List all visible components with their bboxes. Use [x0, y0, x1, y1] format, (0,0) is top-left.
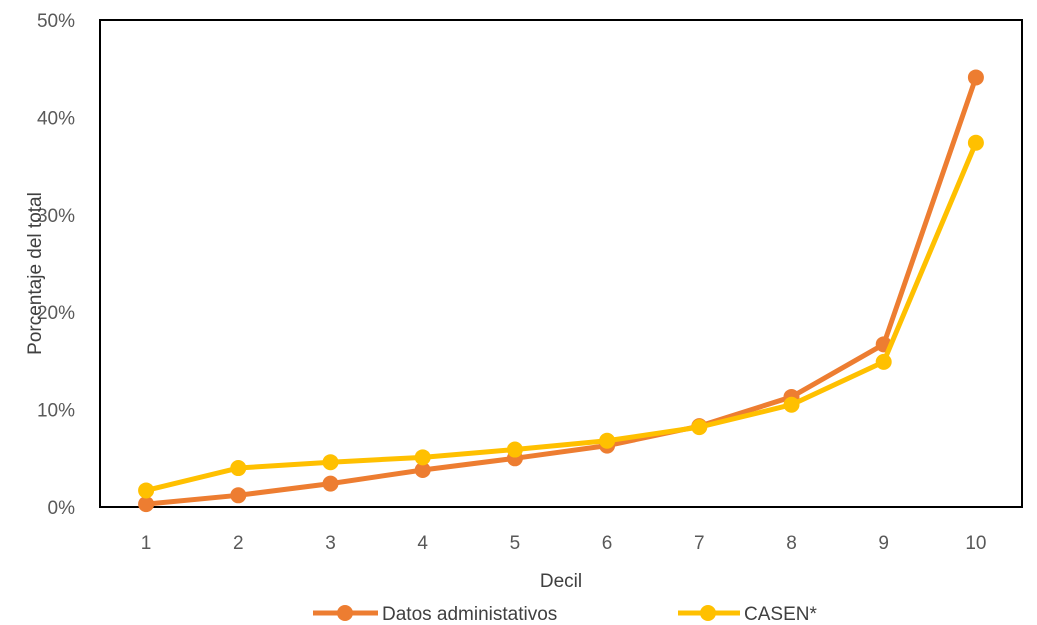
x-tick-label: 3	[325, 533, 336, 554]
data-point	[875, 353, 892, 370]
data-point	[599, 432, 616, 449]
x-axis-title: Decil	[540, 571, 582, 592]
data-point	[783, 396, 800, 413]
data-point	[967, 134, 984, 151]
data-point	[967, 69, 984, 86]
legend-item-casen: CASEN*	[678, 604, 817, 625]
data-point	[414, 449, 431, 466]
y-tick-label: 30%	[37, 206, 75, 227]
data-point	[138, 496, 155, 513]
series-line	[145, 76, 979, 507]
y-tick-label: 40%	[37, 108, 75, 129]
data-point	[138, 482, 155, 499]
series-2	[138, 134, 984, 499]
x-tick-label: 1	[141, 533, 152, 554]
data-point	[506, 441, 523, 458]
data-point	[322, 454, 339, 471]
data-point	[230, 460, 247, 477]
x-tick-label: 2	[233, 533, 244, 554]
data-point	[691, 419, 708, 436]
legend-swatch-marker	[337, 605, 353, 621]
y-axis-title: Porcentaje del total	[25, 192, 46, 355]
x-tick-label: 4	[417, 533, 428, 554]
legend-item-datos-administativos: Datos administativos	[313, 604, 557, 625]
data-point	[230, 487, 247, 504]
y-axis-ticks: 0% 10% 20% 30% 40% 50%	[37, 11, 75, 519]
legend: Datos administativos CASEN*	[313, 604, 817, 625]
legend-label: CASEN*	[744, 604, 817, 625]
x-tick-label: 6	[602, 533, 613, 554]
legend-label: Datos administativos	[382, 604, 557, 625]
y-tick-label: 0%	[48, 498, 76, 519]
x-tick-label: 10	[965, 533, 986, 554]
series-line	[145, 141, 979, 493]
y-tick-label: 20%	[37, 303, 75, 324]
x-tick-label: 8	[786, 533, 797, 554]
x-tick-label: 5	[510, 533, 521, 554]
y-tick-label: 50%	[37, 11, 75, 32]
data-point	[322, 475, 339, 492]
series-layer	[138, 69, 984, 513]
legend-swatch-marker	[700, 605, 716, 621]
data-point	[414, 461, 431, 478]
plot-area	[99, 19, 1023, 508]
x-tick-label: 9	[878, 533, 889, 554]
y-tick-label: 10%	[37, 401, 75, 422]
x-axis-ticks: 1 2 3 4 5 6 7 8 9 10	[141, 533, 987, 554]
x-tick-label: 7	[694, 533, 705, 554]
